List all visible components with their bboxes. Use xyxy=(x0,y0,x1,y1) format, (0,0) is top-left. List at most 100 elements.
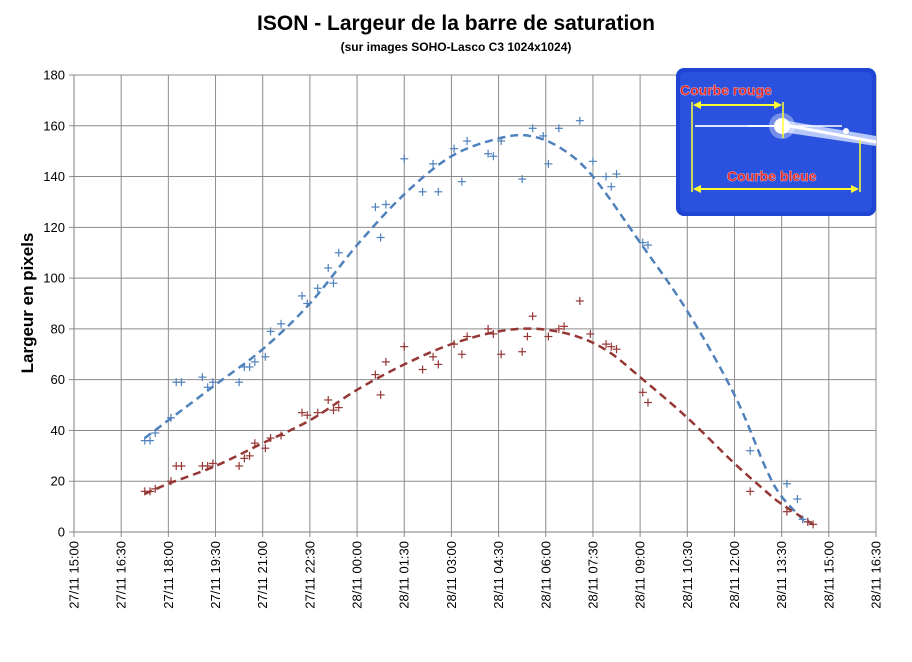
x-tick-label: 27/11 22:30 xyxy=(302,541,317,609)
data-point-red xyxy=(146,487,155,496)
data-point-blue xyxy=(381,200,390,209)
data-point-blue xyxy=(746,446,755,455)
data-point-red xyxy=(612,345,621,354)
data-point-blue xyxy=(371,203,380,212)
data-point-red xyxy=(313,408,322,417)
x-tick-label: 28/11 13:30 xyxy=(774,541,789,609)
data-point-red xyxy=(324,395,333,404)
data-point-red xyxy=(607,342,616,351)
x-tick-label: 28/11 06:00 xyxy=(538,541,553,609)
data-point-red xyxy=(261,444,270,453)
data-point-red xyxy=(528,312,537,321)
data-point-blue xyxy=(208,378,217,387)
data-point-red xyxy=(371,370,380,379)
data-point-blue xyxy=(457,177,466,186)
data-point-red xyxy=(266,434,275,443)
comet-icon xyxy=(695,113,877,146)
data-point-blue xyxy=(203,383,212,392)
blue-width-arrow xyxy=(693,140,861,193)
x-tick-label: 27/11 19:30 xyxy=(208,541,223,609)
red-width-arrow xyxy=(691,101,784,192)
data-point-red xyxy=(400,342,409,351)
data-point-blue xyxy=(245,362,254,371)
data-point-red xyxy=(329,406,338,415)
data-point-red xyxy=(166,477,175,486)
data-point-blue xyxy=(418,187,427,196)
data-point-blue xyxy=(643,241,652,250)
data-point-blue xyxy=(198,373,207,382)
x-tick-label: 28/11 03:00 xyxy=(444,541,459,609)
x-tick-label: 28/11 10:30 xyxy=(680,541,695,609)
data-point-red xyxy=(463,332,472,341)
data-point-red xyxy=(523,332,532,341)
x-tick-label: 28/11 09:00 xyxy=(633,541,648,609)
data-point-blue xyxy=(518,175,527,184)
data-point-red xyxy=(638,388,647,397)
x-tick-label: 27/11 15:00 xyxy=(67,541,82,609)
data-point-blue xyxy=(166,413,175,422)
data-point-blue xyxy=(575,116,584,125)
data-point-red xyxy=(208,459,217,468)
y-tick-label: 40 xyxy=(51,423,65,438)
x-tick-label: 28/11 12:00 xyxy=(727,541,742,609)
data-point-red xyxy=(544,332,553,341)
data-point-red xyxy=(303,411,312,420)
chart-title: ISON - Largeur de la barre de saturation xyxy=(257,12,655,35)
data-point-red xyxy=(554,324,563,333)
data-point-red xyxy=(434,360,443,369)
x-tick-label: 28/11 07:30 xyxy=(585,541,600,609)
trend-line-red xyxy=(144,327,814,526)
y-tick-label: 160 xyxy=(43,118,65,133)
y-tick-label: 60 xyxy=(51,372,65,387)
data-point-red xyxy=(746,487,755,496)
data-point-red xyxy=(484,324,493,333)
data-point-red xyxy=(497,350,506,359)
data-point-red xyxy=(489,329,498,338)
data-point-red xyxy=(381,357,390,366)
data-point-blue xyxy=(798,515,807,524)
inset-image: Courbe rouge Courbe bleue xyxy=(676,68,877,216)
data-point-blue xyxy=(235,378,244,387)
inset-label-blue: Courbe bleue xyxy=(727,168,817,184)
data-point-blue xyxy=(484,149,493,158)
x-tick-label: 28/11 16:30 xyxy=(869,541,884,609)
data-point-blue xyxy=(400,154,409,163)
x-tick-label: 27/11 21:00 xyxy=(255,541,270,609)
data-point-blue xyxy=(463,137,472,146)
data-point-blue xyxy=(539,131,548,140)
data-point-red xyxy=(782,507,791,516)
data-point-blue xyxy=(376,233,385,242)
data-point-blue xyxy=(554,124,563,133)
data-point-blue xyxy=(334,248,343,257)
data-point-red xyxy=(334,403,343,412)
data-point-blue xyxy=(497,137,506,146)
data-point-blue xyxy=(528,124,537,133)
tick-labels: 0 20 40 60 80 100 120 140 160 180 27/11 15:00 27/11… xyxy=(43,68,883,609)
y-tick-label: 0 xyxy=(58,525,65,540)
trend-lines xyxy=(144,133,814,526)
data-point-red xyxy=(429,352,438,361)
y-tick-label: 80 xyxy=(51,321,65,336)
data-point-red xyxy=(298,408,307,417)
inset-label-red: Courbe rouge xyxy=(680,82,772,98)
data-points xyxy=(140,116,818,529)
x-tick-label: 28/11 01:30 xyxy=(397,541,412,609)
data-point-red xyxy=(277,431,286,440)
data-point-red xyxy=(245,451,254,460)
data-point-blue xyxy=(434,187,443,196)
data-point-blue xyxy=(298,291,307,300)
data-point-red xyxy=(151,484,160,493)
data-point-red xyxy=(602,340,611,349)
y-tick-label: 140 xyxy=(43,169,65,184)
x-tick-label: 27/11 18:00 xyxy=(161,541,176,609)
data-point-red xyxy=(203,461,212,470)
y-tick-label: 100 xyxy=(43,271,65,286)
x-tick-label: 28/11 15:00 xyxy=(821,541,836,609)
data-point-blue xyxy=(261,352,270,361)
x-tick-label: 27/11 16:30 xyxy=(114,541,129,609)
data-point-blue xyxy=(146,436,155,445)
data-point-blue xyxy=(303,299,312,308)
data-point-red xyxy=(240,454,249,463)
data-point-blue xyxy=(489,152,498,161)
